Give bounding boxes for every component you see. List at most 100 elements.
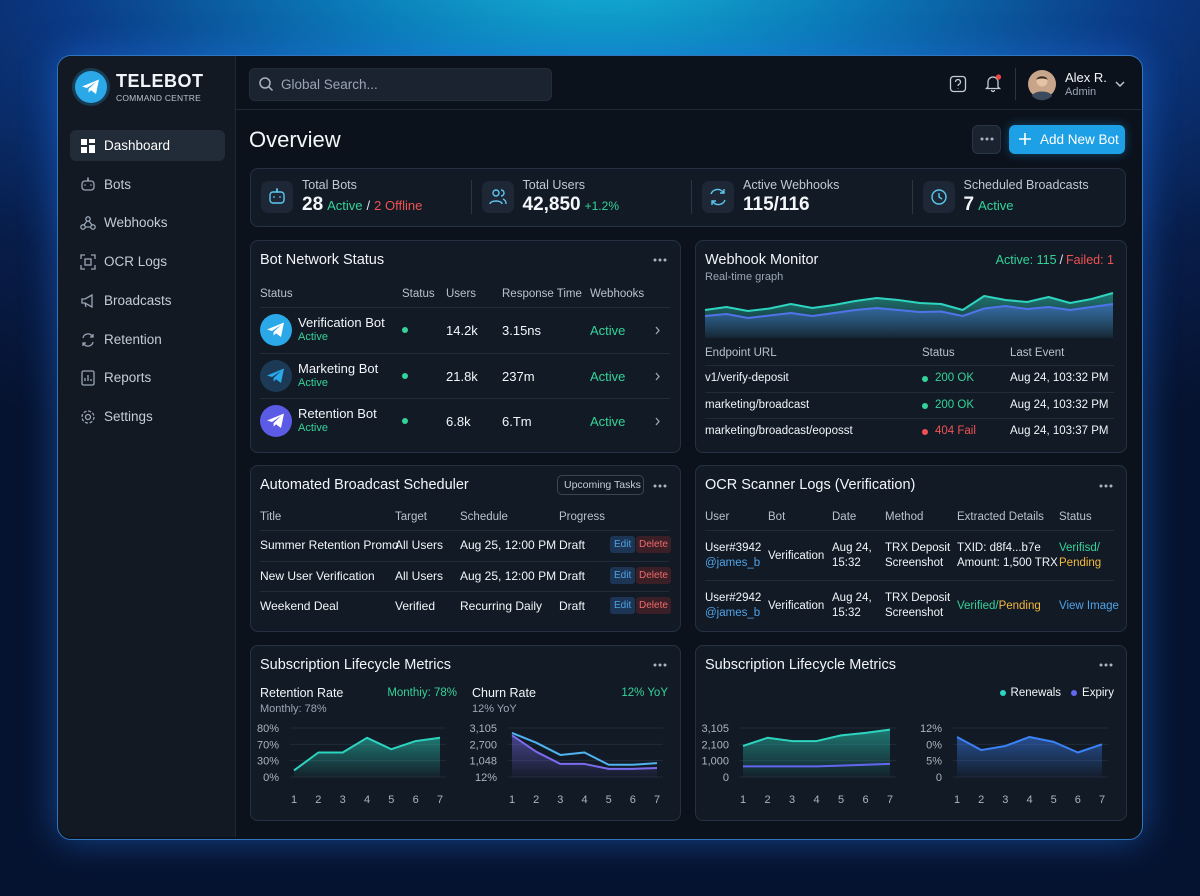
decoration bbox=[80, 254, 96, 270]
more-button[interactable] bbox=[1099, 663, 1113, 667]
more-button[interactable] bbox=[653, 484, 667, 488]
ocr-cell: User#3942 @james_b bbox=[705, 541, 761, 571]
legend-swatch bbox=[999, 690, 1006, 696]
decoration bbox=[1115, 81, 1125, 87]
notifications-button[interactable] bbox=[984, 74, 1002, 93]
nav-label[interactable]: Broadcasts bbox=[104, 292, 172, 308]
stat-label: Active Webhooks bbox=[743, 178, 840, 192]
cell-line: 15:32 bbox=[832, 606, 872, 621]
nav-label[interactable]: Retention bbox=[104, 331, 162, 347]
cell-text: Amount: 1,500 TRX bbox=[957, 557, 1058, 569]
cell-text: Aug 24, bbox=[832, 542, 872, 554]
row-divider bbox=[705, 365, 1114, 366]
webhook-summary: Active: 115/Failed: 1 bbox=[996, 253, 1114, 267]
search-box[interactable] bbox=[249, 68, 552, 101]
cell-line: @james_b bbox=[705, 606, 761, 621]
scheduler-cell: Draft bbox=[559, 568, 586, 583]
nav-label[interactable]: OCR Logs bbox=[104, 254, 168, 270]
edit-button[interactable]: Edit bbox=[610, 536, 636, 553]
decoration bbox=[658, 663, 662, 667]
help-button[interactable] bbox=[949, 75, 967, 93]
endpoint-status: 200 OK bbox=[935, 398, 974, 411]
decoration bbox=[990, 137, 994, 141]
stat-divider bbox=[470, 180, 472, 214]
stat-label: Scheduled Broadcasts bbox=[963, 178, 1089, 192]
legend-label: Renewals bbox=[1010, 687, 1062, 699]
panel-title: Automated Broadcast Scheduler bbox=[260, 477, 469, 493]
column-header: User bbox=[705, 511, 730, 523]
cell-line: Screenshot bbox=[885, 606, 950, 621]
ocr-cell: TRX Deposit Screenshot bbox=[885, 591, 950, 621]
chart-subtitle: Monthly: 78% bbox=[260, 703, 327, 715]
upcoming-tasks-badge[interactable] bbox=[557, 475, 644, 495]
decoration bbox=[267, 413, 284, 428]
decoration bbox=[984, 76, 1002, 93]
row-divider bbox=[260, 530, 669, 531]
delete-button[interactable]: Delete bbox=[636, 566, 671, 584]
add-bot-label[interactable]: Add New Bot bbox=[1040, 132, 1119, 147]
endpoint-url: v1/verify-deposit bbox=[705, 372, 789, 384]
decoration bbox=[81, 293, 93, 308]
more-button[interactable] bbox=[1099, 484, 1113, 488]
decoration bbox=[402, 418, 408, 424]
row-divider bbox=[260, 307, 670, 308]
cell-text[interactable]: View Image bbox=[1059, 599, 1119, 612]
stat-note: 2 Offline bbox=[374, 198, 423, 213]
row-divider bbox=[260, 352, 670, 354]
more-button[interactable] bbox=[653, 258, 667, 262]
badge-label[interactable]: Upcoming Tasks bbox=[564, 479, 641, 491]
panel-title: Subscription Lifecycle Metrics bbox=[260, 657, 451, 673]
cell-text: TXID: d8f4...b7e bbox=[957, 542, 1041, 554]
row-open[interactable] bbox=[655, 372, 660, 381]
nav-label[interactable]: Reports bbox=[104, 370, 152, 386]
ocr-cell: TXID: d8f4...b7e Amount: 1,500 TRX bbox=[957, 541, 1058, 571]
edit-button[interactable]: Edit bbox=[610, 566, 636, 584]
cell-text: Verification bbox=[768, 549, 825, 562]
stat-value-row: 115/116 bbox=[743, 194, 810, 216]
endpoint-url: marketing/broadcast bbox=[705, 398, 810, 411]
more-button[interactable] bbox=[653, 663, 667, 667]
logo bbox=[72, 68, 110, 106]
nav-label[interactable]: Bots bbox=[104, 176, 132, 192]
nav-label[interactable]: Settings bbox=[104, 408, 153, 424]
nav-label[interactable]: Webhooks bbox=[104, 215, 168, 231]
row-open[interactable] bbox=[655, 326, 660, 335]
cell-text: TRX Deposit bbox=[885, 542, 951, 554]
status-dot bbox=[402, 327, 408, 333]
delete-button[interactable]: Delete bbox=[636, 597, 671, 614]
search-placeholder[interactable]: Global Search... bbox=[281, 77, 378, 92]
column-header: Date bbox=[832, 511, 857, 523]
nav-label[interactable]: Dashboard bbox=[104, 138, 171, 153]
cell-line: Verification bbox=[768, 549, 824, 564]
bot-name: Retention Bot bbox=[298, 406, 377, 421]
bot-response-time: 3.15ns bbox=[502, 323, 542, 338]
decoration bbox=[1019, 133, 1031, 145]
row-open[interactable] bbox=[655, 417, 660, 426]
decoration bbox=[84, 258, 92, 266]
user-menu-toggle[interactable] bbox=[1115, 81, 1125, 87]
cell-line: Verifisd/ bbox=[1059, 541, 1101, 556]
decoration bbox=[83, 221, 93, 229]
edit-button[interactable]: Edit bbox=[610, 597, 636, 614]
ocr-cell: Verified/Pending bbox=[957, 599, 1041, 614]
bot-status: Active bbox=[298, 422, 328, 434]
nav-icon bbox=[82, 332, 94, 347]
decoration bbox=[85, 216, 91, 223]
more-button[interactable] bbox=[980, 137, 994, 141]
avatar[interactable] bbox=[1028, 70, 1056, 101]
last-event: Aug 24, 103:37 PM bbox=[1010, 425, 1109, 437]
scheduler-cell: Aug 25, 12:00 PM bbox=[460, 568, 557, 583]
bot-name: Marketing Bot bbox=[298, 360, 379, 376]
column-header: Response Time bbox=[502, 288, 582, 300]
nav-item[interactable] bbox=[70, 130, 225, 161]
column-header: Status bbox=[922, 347, 955, 359]
decoration bbox=[663, 484, 667, 488]
stat-value-row: 42,850 +1.2% bbox=[523, 194, 619, 216]
scheduler-cell: Draft bbox=[559, 599, 586, 613]
stat-status: Active bbox=[978, 198, 1014, 213]
active-count: Active: 115 bbox=[995, 253, 1057, 267]
ocr-cell: Aug 24, 15:32 bbox=[832, 541, 872, 571]
legend-item: Expiry bbox=[1071, 687, 1114, 699]
user-name: Alex R. bbox=[1065, 70, 1107, 85]
delete-button[interactable]: Delete bbox=[636, 536, 671, 553]
